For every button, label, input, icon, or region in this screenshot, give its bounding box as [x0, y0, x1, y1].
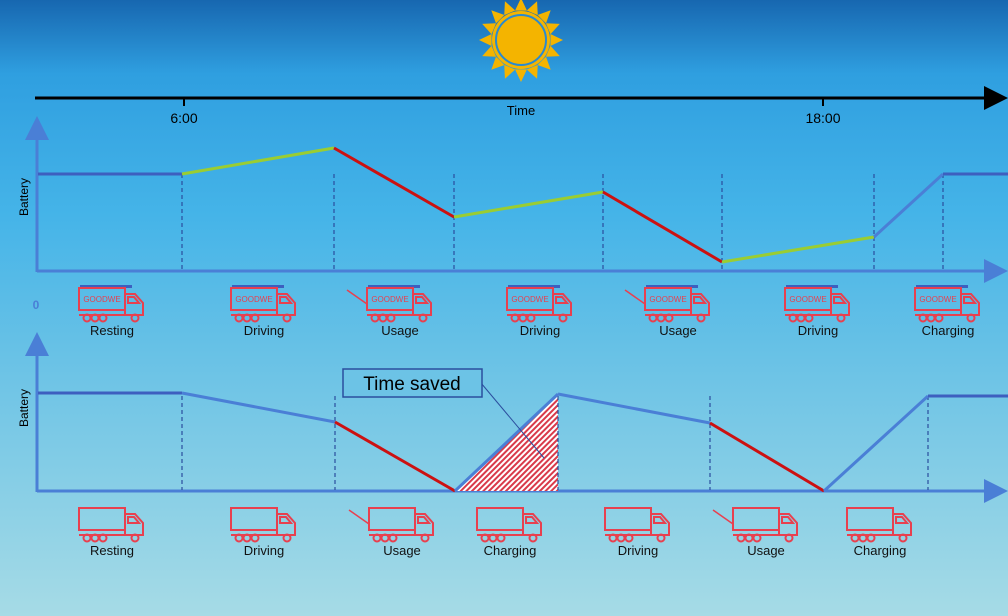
truck-brand: GOODWE: [919, 295, 956, 304]
phase-label: Driving: [244, 323, 284, 338]
bottom-ylabel: Battery: [17, 389, 31, 427]
tick-6am: 6:00: [170, 110, 197, 126]
battery-segment: [721, 235, 875, 264]
truck-icon: [604, 507, 670, 543]
phase-label: Usage: [659, 323, 697, 338]
truck-brand: GOODWE: [371, 295, 408, 304]
truck-icon: GOODWE: [78, 285, 144, 323]
usage-cable: [712, 509, 734, 525]
zero-label: 0: [33, 298, 40, 312]
usage-cable: [348, 509, 370, 525]
truck-icon: [348, 507, 434, 543]
bottom-chart: Battery Time saved Resting Driving Usage Ch…: [17, 332, 1008, 558]
truck-icon: [846, 507, 912, 543]
truck-brand: GOODWE: [649, 295, 686, 304]
tick-18pm: 18:00: [805, 110, 840, 126]
phase-label: Driving: [618, 543, 658, 558]
time-saved-label: Time saved: [363, 374, 461, 395]
truck-icon: GOODWE: [914, 285, 980, 323]
truck-brand: GOODWE: [83, 295, 120, 304]
battery-segment: [453, 190, 604, 219]
battery-segment: [453, 392, 560, 493]
truck-icon: GOODWE: [784, 285, 850, 323]
timeline: 6:00 18:00 Time: [35, 86, 1008, 126]
truck-icon: [78, 507, 144, 543]
phase-label: Charging: [484, 543, 537, 558]
battery-segment: [709, 421, 825, 493]
top-ylabel: Battery: [17, 178, 31, 216]
battery-segment: [181, 146, 335, 176]
phase-label: Charging: [854, 543, 907, 558]
battery-segment: [822, 394, 930, 493]
phase-label: Usage: [747, 543, 785, 558]
truck-icon: [712, 507, 798, 543]
phase-label: Resting: [90, 543, 134, 558]
callout-leader: [480, 382, 545, 459]
battery-segment: [181, 391, 336, 424]
phase-label: Resting: [90, 323, 134, 338]
truck-brand: GOODWE: [511, 295, 548, 304]
phase-label: Charging: [922, 323, 975, 338]
truck-icon: GOODWE: [230, 285, 296, 323]
phase-label: Usage: [383, 543, 421, 558]
phase-label: Driving: [244, 543, 284, 558]
sun-icon: [479, 0, 563, 82]
battery-segment: [602, 190, 723, 264]
usage-cable: [346, 289, 368, 305]
battery-segment: [334, 420, 456, 493]
timeline-title: Time: [507, 103, 535, 118]
phase-label: Usage: [381, 323, 419, 338]
truck-icon: GOODWE: [346, 285, 432, 323]
battery-segment: [872, 172, 945, 239]
top-chart: Battery 0 GOODWE Resting GOODWE Driving GOOD…: [17, 116, 1008, 338]
phase-label: Driving: [520, 323, 560, 338]
truck-icon: GOODWE: [624, 285, 710, 323]
battery-segment: [557, 392, 711, 425]
truck-icon: [476, 507, 542, 543]
battery-segment: [333, 146, 455, 219]
time-saved-callout: [342, 368, 483, 398]
truck-icon: GOODWE: [506, 285, 572, 323]
truck-icon: [230, 507, 296, 543]
phase-label: Driving: [798, 323, 838, 338]
usage-cable: [624, 289, 646, 305]
truck-brand: GOODWE: [235, 295, 272, 304]
truck-brand: GOODWE: [789, 295, 826, 304]
